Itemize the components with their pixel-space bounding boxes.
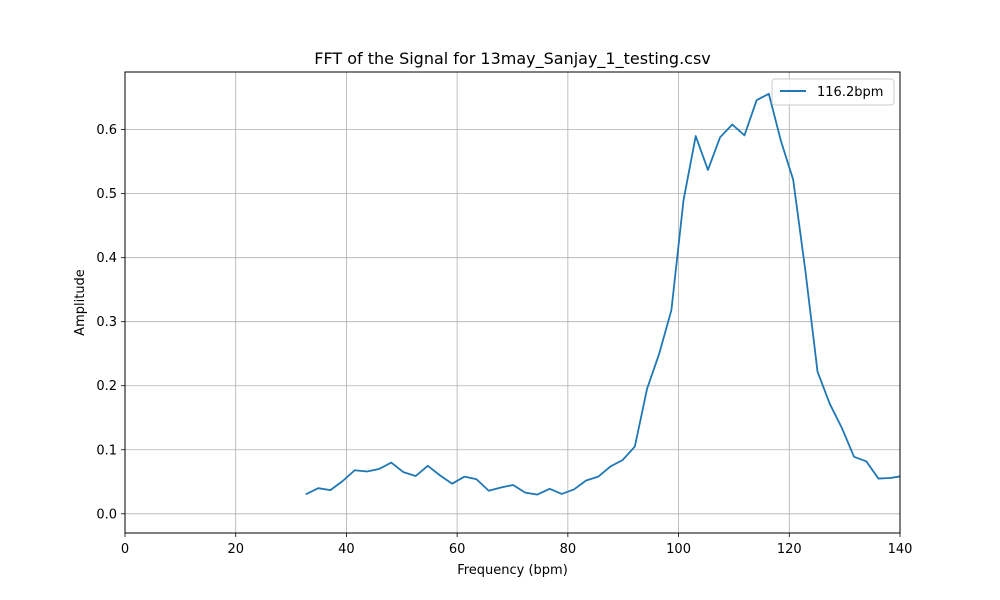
x-tick-label: 60 [449, 542, 466, 557]
series-line [305, 92, 900, 496]
series-layer [305, 92, 900, 496]
y-tick-label: 0.3 [96, 315, 117, 330]
x-tick-label: 100 [666, 542, 691, 557]
y-tick-label: 0.2 [96, 379, 117, 394]
x-tick-label: 140 [888, 542, 913, 557]
x-tick-label: 40 [338, 542, 355, 557]
y-tick-label: 0.1 [96, 443, 117, 458]
legend: 116.2bpm [771, 78, 895, 106]
y-tick-label: 0.5 [96, 187, 117, 202]
x-axis-label: Frequency (bpm) [457, 563, 568, 578]
y-gridlines [125, 129, 900, 515]
legend-box [771, 78, 895, 106]
chart-title: FFT of the Signal for 13may_Sanjay_1_tes… [314, 49, 711, 69]
plot-area-frame [124, 71, 901, 534]
y-tick-label: 0.6 [96, 123, 117, 138]
y-tick-label: 0.4 [96, 251, 117, 266]
y-axis-label: Amplitude [73, 269, 88, 336]
y-tick-label: 0.0 [96, 507, 117, 522]
x-tick-label: 120 [777, 542, 802, 557]
x-tick-label: 20 [227, 542, 244, 557]
y-axis-ticks: 0.0 0.1 0.2 0.3 0.4 0.5 0.6 [96, 123, 125, 522]
x-axis-ticks: 0 20 40 60 80 100 120 140 [121, 533, 913, 557]
x-tick-label: 80 [560, 542, 577, 557]
x-tick-label: 0 [121, 542, 129, 557]
legend-label: 116.2bpm [817, 85, 883, 100]
